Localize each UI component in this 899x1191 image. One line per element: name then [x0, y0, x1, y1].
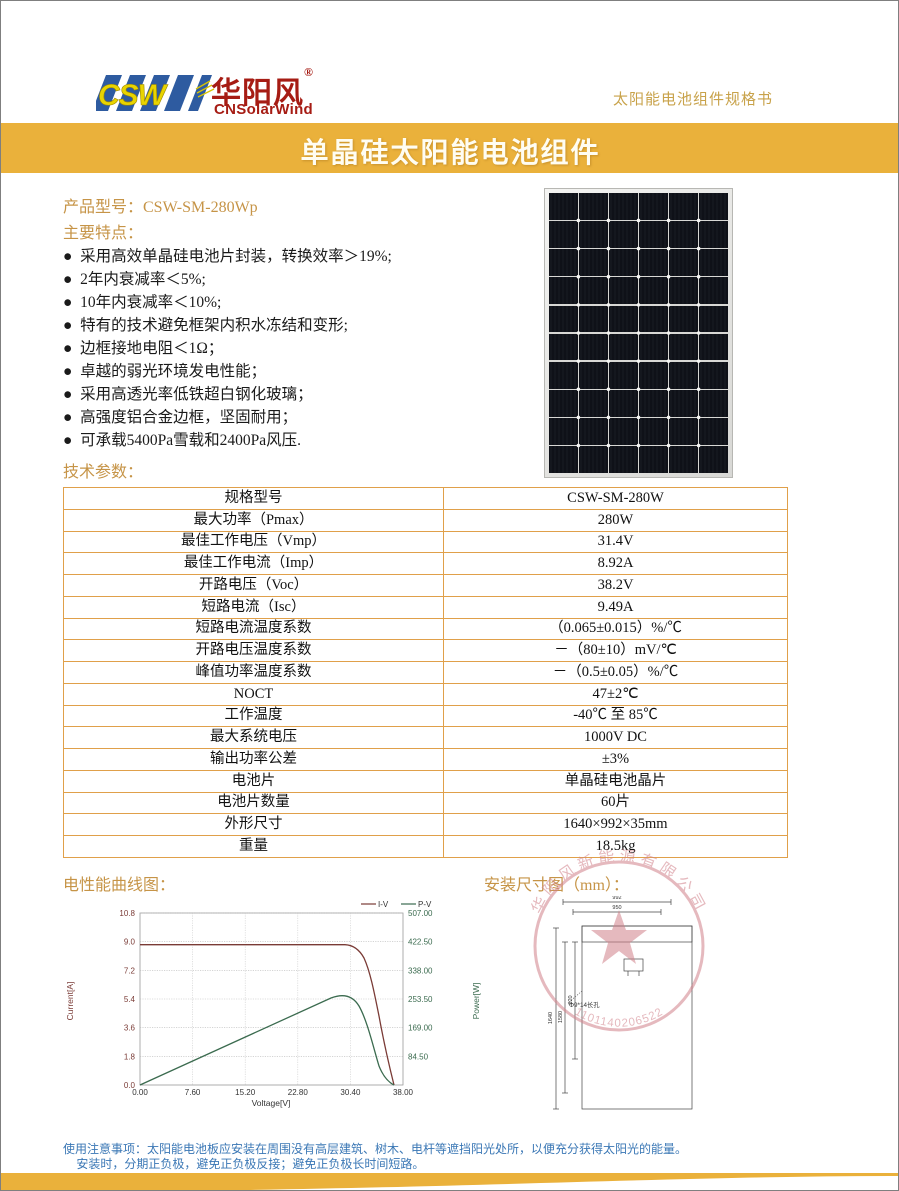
svg-text:10.8: 10.8	[119, 909, 135, 918]
svg-text:422.50: 422.50	[408, 938, 433, 947]
svg-text:Current[A]: Current[A]	[65, 982, 75, 1021]
svg-text:华阳风新能源有限公司: 华阳风新能源有限公司	[528, 848, 709, 917]
svg-text:7.60: 7.60	[185, 1088, 201, 1097]
svg-text:9.0: 9.0	[124, 938, 136, 947]
svg-text:P-V: P-V	[418, 900, 432, 909]
svg-text:5.4: 5.4	[124, 995, 136, 1004]
svg-text:253.50: 253.50	[408, 995, 433, 1004]
svg-text:84.50: 84.50	[408, 1052, 429, 1061]
svg-text:38.00: 38.00	[393, 1088, 414, 1097]
svg-text:I-V: I-V	[378, 900, 389, 909]
svg-text:Voltage[V]: Voltage[V]	[252, 1098, 291, 1108]
svg-text:507.00: 507.00	[408, 909, 433, 918]
svg-text:1101140206522: 1101140206522	[573, 1006, 666, 1030]
svg-text:1.8: 1.8	[124, 1052, 136, 1061]
svg-text:338.00: 338.00	[408, 966, 433, 975]
svg-text:30.40: 30.40	[340, 1088, 361, 1097]
svg-text:15.20: 15.20	[235, 1088, 256, 1097]
svg-text:Power[W]: Power[W]	[471, 983, 481, 1020]
svg-text:22.80: 22.80	[288, 1088, 309, 1097]
svg-text:169.00: 169.00	[408, 1024, 433, 1033]
svg-text:7.2: 7.2	[124, 966, 136, 975]
svg-text:0.00: 0.00	[132, 1088, 148, 1097]
svg-text:3.6: 3.6	[124, 1024, 136, 1033]
svg-text:CSW: CSW	[98, 79, 169, 112]
